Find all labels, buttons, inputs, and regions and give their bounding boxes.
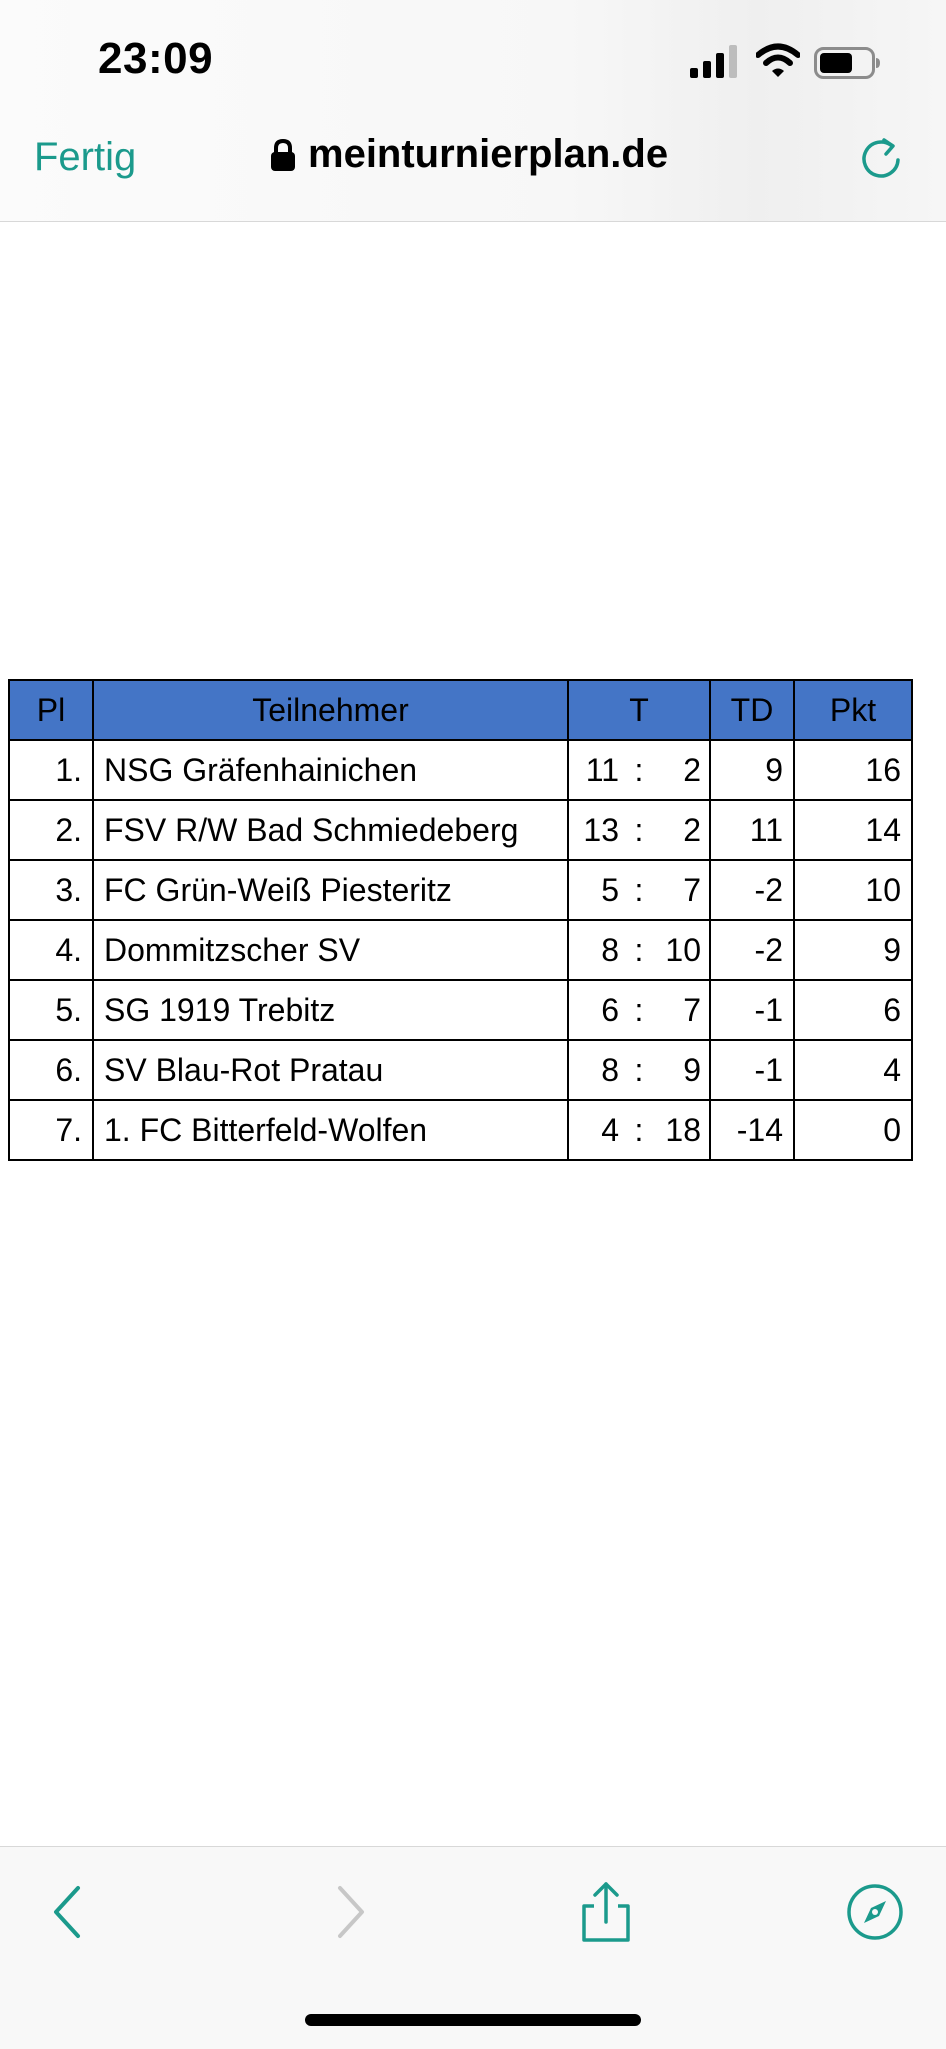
- goals-for: 4: [601, 1111, 619, 1148]
- points-cell: 4: [793, 1039, 913, 1101]
- header-diff: TD: [709, 679, 795, 741]
- table-row: 3. FC Grün-Weiß Piesteritz 5 : 7 -2 10: [8, 859, 913, 921]
- header-goals: T: [567, 679, 711, 741]
- goals-separator: :: [634, 871, 644, 908]
- diff-cell: -14: [709, 1099, 795, 1161]
- header-points: Pkt: [793, 679, 913, 741]
- goals-separator: :: [634, 811, 644, 848]
- goals-against: 10: [665, 931, 701, 968]
- share-icon[interactable]: [576, 1882, 636, 1942]
- table-row: 2. FSV R/W Bad Schmiedeberg 13 : 2 11 14: [8, 799, 913, 861]
- done-button[interactable]: Fertig: [34, 135, 137, 179]
- goals-for: 6: [601, 991, 619, 1028]
- signal-icon: [690, 45, 737, 78]
- place-cell: 1.: [8, 739, 94, 801]
- goals-cell: 13 : 2: [567, 799, 711, 861]
- place-cell: 7.: [8, 1099, 94, 1161]
- team-cell: Dommitzscher SV: [92, 919, 569, 981]
- place-cell: 5.: [8, 979, 94, 1041]
- goals-cell: 8 : 10: [567, 919, 711, 981]
- home-indicator[interactable]: [305, 2014, 641, 2026]
- place-cell: 4.: [8, 919, 94, 981]
- points-cell: 14: [793, 799, 913, 861]
- goals-against: 7: [683, 871, 701, 908]
- goals-cell: 8 : 9: [567, 1039, 711, 1101]
- goals-against: 18: [665, 1111, 701, 1148]
- compass-icon[interactable]: [845, 1882, 905, 1942]
- chevron-right-icon[interactable]: [318, 1882, 378, 1942]
- goals-separator: :: [634, 1111, 644, 1148]
- wifi-icon: [756, 43, 800, 77]
- team-cell: 1. FC Bitterfeld-Wolfen: [92, 1099, 569, 1161]
- diff-cell: -2: [709, 859, 795, 921]
- points-cell: 6: [793, 979, 913, 1041]
- goals-cell: 5 : 7: [567, 859, 711, 921]
- points-cell: 16: [793, 739, 913, 801]
- url-bar[interactable]: meinturnierplan.de: [270, 132, 668, 177]
- goals-separator: :: [634, 1051, 644, 1088]
- diff-cell: -2: [709, 919, 795, 981]
- table-header-row: Pl Teilnehmer T TD Pkt: [8, 679, 913, 741]
- goals-against: 7: [683, 991, 701, 1028]
- goals-for: 13: [583, 811, 619, 848]
- points-cell: 0: [793, 1099, 913, 1161]
- goals-separator: :: [634, 991, 644, 1028]
- goals-cell: 4 : 18: [567, 1099, 711, 1161]
- goals-against: 2: [683, 811, 701, 848]
- goals-for: 5: [601, 871, 619, 908]
- reload-icon[interactable]: [858, 136, 904, 182]
- header-team: Teilnehmer: [92, 679, 569, 741]
- place-cell: 3.: [8, 859, 94, 921]
- team-cell: NSG Gräfenhainichen: [92, 739, 569, 801]
- goals-against: 9: [683, 1051, 701, 1088]
- table-row: 1. NSG Gräfenhainichen 11 : 2 9 16: [8, 739, 913, 801]
- team-cell: FC Grün-Weiß Piesteritz: [92, 859, 569, 921]
- goals-cell: 11 : 2: [567, 739, 711, 801]
- diff-cell: -1: [709, 979, 795, 1041]
- goals-separator: :: [634, 931, 644, 968]
- table-row: 5. SG 1919 Trebitz 6 : 7 -1 6: [8, 979, 913, 1041]
- table-row: 4. Dommitzscher SV 8 : 10 -2 9: [8, 919, 913, 981]
- lock-icon: [271, 138, 295, 171]
- status-icons: [690, 43, 890, 84]
- team-cell: SG 1919 Trebitz: [92, 979, 569, 1041]
- url-text: meinturnierplan.de: [308, 132, 669, 176]
- goals-for: 8: [601, 1051, 619, 1088]
- diff-cell: 9: [709, 739, 795, 801]
- goals-separator: :: [634, 751, 644, 788]
- goals-for: 8: [601, 931, 619, 968]
- goals-against: 2: [683, 751, 701, 788]
- battery-icon: [814, 47, 880, 79]
- status-time: 23:09: [98, 34, 214, 83]
- header-place: Pl: [8, 679, 94, 741]
- browser-header: 23:09 Fertig meinturnierplan.de: [0, 0, 946, 222]
- points-cell: 9: [793, 919, 913, 981]
- place-cell: 6.: [8, 1039, 94, 1101]
- points-cell: 10: [793, 859, 913, 921]
- place-cell: 2.: [8, 799, 94, 861]
- standings-table: Pl Teilnehmer T TD Pkt 1. NSG Gräfenhain…: [8, 679, 913, 1161]
- chevron-left-icon[interactable]: [40, 1882, 100, 1942]
- table-row: 7. 1. FC Bitterfeld-Wolfen 4 : 18 -14 0: [8, 1099, 913, 1161]
- goals-cell: 6 : 7: [567, 979, 711, 1041]
- goals-for: 11: [585, 751, 619, 788]
- diff-cell: -1: [709, 1039, 795, 1101]
- diff-cell: 11: [709, 799, 795, 861]
- team-cell: FSV R/W Bad Schmiedeberg: [92, 799, 569, 861]
- table-row: 6. SV Blau-Rot Pratau 8 : 9 -1 4: [8, 1039, 913, 1101]
- team-cell: SV Blau-Rot Pratau: [92, 1039, 569, 1101]
